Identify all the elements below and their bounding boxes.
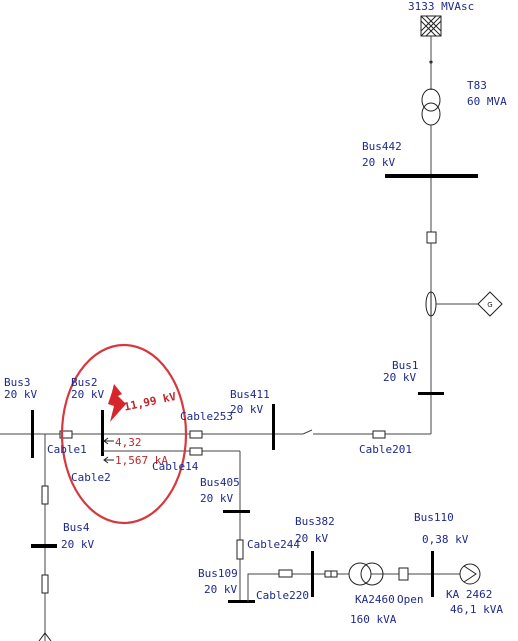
bus109-name: Bus109	[198, 567, 238, 580]
fault-current-arrows-icon	[103, 437, 114, 464]
bus442-voltage: 20 kV	[362, 156, 396, 169]
cable1-icon[interactable]	[59, 430, 73, 439]
bus3-bar[interactable]	[31, 410, 34, 458]
bus4-name: Bus4	[63, 521, 90, 534]
bus110-cable-icon[interactable]	[398, 567, 409, 581]
fault-lightning-icon[interactable]	[108, 384, 126, 422]
bus1-voltage: 20 kV	[383, 371, 417, 384]
generator-symbol: G	[487, 301, 492, 309]
source-grid-icon[interactable]	[420, 15, 442, 37]
bus411-bar[interactable]	[272, 404, 275, 450]
load-ka2462-name: KA 2462	[446, 588, 493, 601]
fault-current-b-label: 1,567 kA	[115, 454, 168, 467]
cable253-icon[interactable]	[189, 430, 203, 439]
bus405-bar[interactable]	[223, 510, 250, 513]
bus109-voltage: 20 kV	[204, 583, 238, 596]
cable201-label: Cable201	[359, 443, 412, 456]
source-label: 3133 MVAsc	[408, 0, 475, 13]
cable2-label: Cable2	[71, 471, 111, 484]
bus4-lower-cable-icon[interactable]	[41, 574, 49, 594]
bus4-voltage: 20 kV	[61, 538, 95, 551]
cable253-label: Cable253	[180, 410, 233, 423]
bus2-voltage: 20 kV	[71, 388, 105, 401]
breaker-icon[interactable]	[426, 231, 437, 244]
bus442-name: Bus442	[362, 140, 402, 153]
load-ka2462-rating: 46,1 kVA	[450, 603, 503, 616]
bus110-voltage: 0,38 kV	[422, 533, 469, 546]
transformer-t83-icon[interactable]	[421, 88, 441, 126]
bus110-name: Bus110	[414, 511, 454, 524]
ka2460-name: KA2460	[355, 593, 395, 606]
fault-highlight-circle	[60, 343, 188, 525]
cable201-icon[interactable]	[372, 430, 386, 439]
bus382-voltage: 20 kV	[295, 532, 329, 545]
cable1-label: Cable1	[47, 443, 87, 456]
t83-rating: 60 MVA	[467, 95, 507, 108]
bus2-name: Bus2	[71, 376, 98, 389]
generator-icon[interactable]	[477, 291, 503, 317]
ka2460-breaker-icon-2[interactable]	[330, 570, 338, 578]
bus411-voltage: 20 kV	[230, 403, 264, 416]
cable14-icon[interactable]	[189, 447, 203, 456]
cable244-icon[interactable]	[236, 539, 244, 560]
cable220-label: Cable220	[256, 589, 309, 602]
bus3-name: Bus3	[4, 376, 31, 389]
bus4-cable-icon[interactable]	[41, 485, 49, 505]
generator-connection-icon[interactable]	[425, 291, 437, 317]
bus382-bar[interactable]	[311, 551, 314, 597]
cable220-icon[interactable]	[278, 569, 293, 578]
bus1-bar[interactable]	[418, 392, 444, 395]
cable244-label: Cable244	[247, 538, 300, 551]
ka2460-rating: 160 kVA	[350, 613, 397, 626]
t83-name: T83	[467, 79, 487, 92]
bus2-bar[interactable]	[101, 410, 104, 456]
bus405-voltage: 20 kV	[200, 492, 234, 505]
load-ka2462-icon[interactable]	[459, 563, 481, 585]
bus382-name: Bus382	[295, 515, 335, 528]
switch-open-label: Open	[397, 593, 424, 606]
bus442-bar[interactable]	[385, 174, 478, 178]
bus405-name: Bus405	[200, 476, 240, 489]
transformer-ka2460-icon[interactable]	[348, 562, 384, 586]
bus110-bar[interactable]	[431, 551, 434, 597]
fault-current-a-label: 4,32	[115, 436, 142, 449]
bus1-name: Bus1	[392, 359, 419, 372]
bus4-bar[interactable]	[31, 544, 57, 548]
open-switch-icon[interactable]	[299, 429, 317, 438]
load-arrow-icon	[38, 632, 52, 641]
bus3-voltage: 20 kV	[4, 388, 38, 401]
cable14-label: Cable14	[152, 460, 199, 473]
bus411-name: Bus411	[230, 388, 270, 401]
bus109-bar[interactable]	[228, 600, 255, 603]
